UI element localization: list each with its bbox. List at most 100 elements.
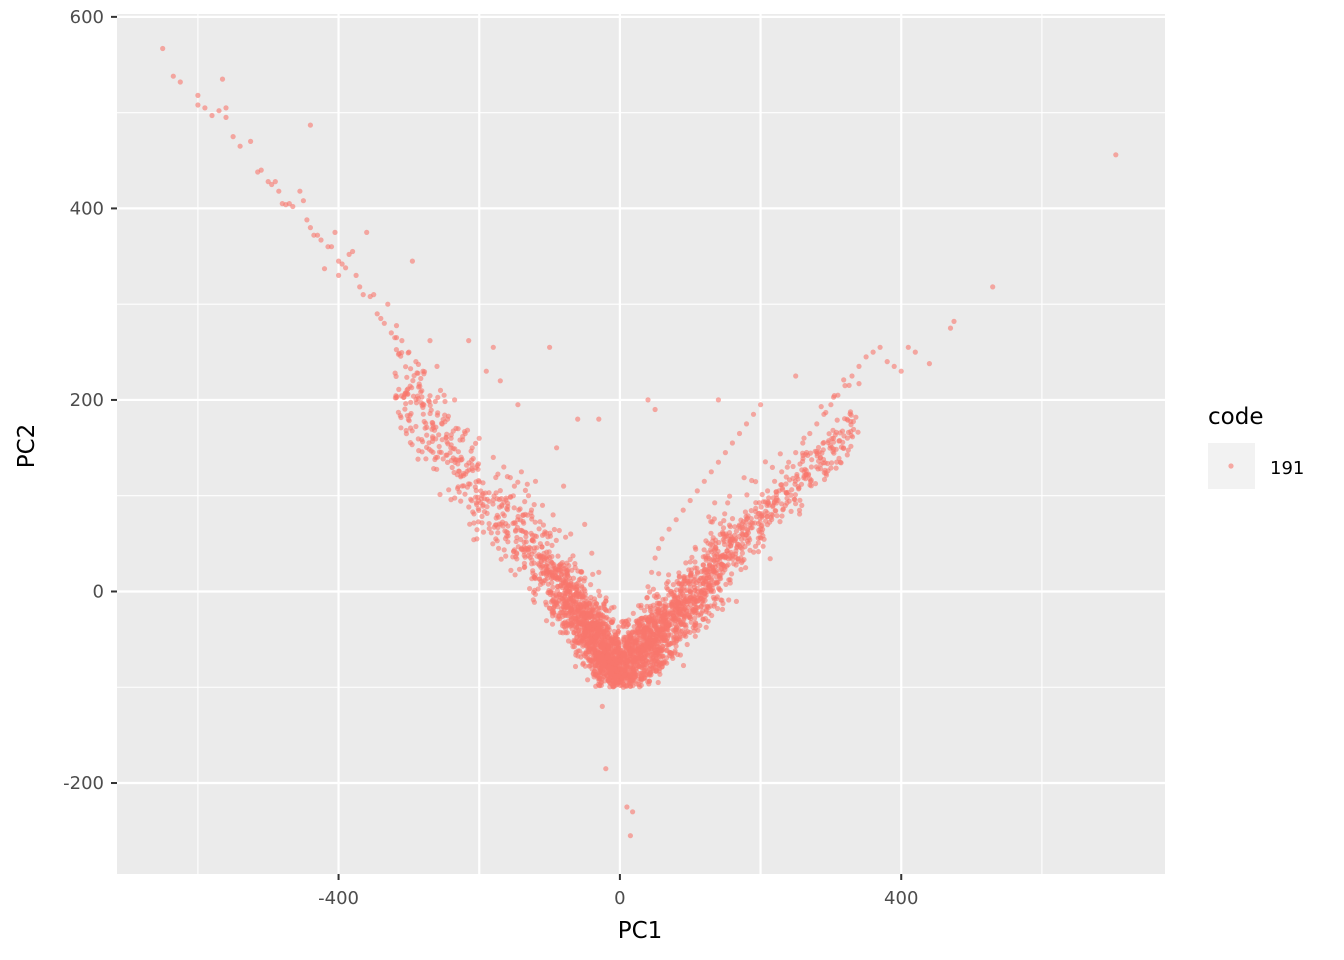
data-point <box>748 508 754 514</box>
data-point <box>825 460 831 467</box>
data-point <box>799 502 805 508</box>
data-point <box>444 459 451 465</box>
data-point <box>809 457 815 463</box>
data-point <box>827 445 833 451</box>
data-point <box>656 545 662 552</box>
data-point <box>486 521 492 527</box>
data-point <box>807 482 813 488</box>
data-point <box>665 579 671 585</box>
data-point <box>693 625 699 631</box>
data-point <box>717 521 724 527</box>
data-point <box>539 544 545 550</box>
data-point <box>532 533 538 539</box>
data-point <box>645 397 651 403</box>
data-point <box>733 598 740 605</box>
data-point <box>1113 152 1119 158</box>
data-point <box>393 323 400 329</box>
data-point <box>762 499 768 505</box>
data-point <box>723 581 729 588</box>
data-point <box>712 601 718 607</box>
data-point <box>774 495 780 501</box>
legend-title: code <box>1208 404 1263 430</box>
data-point <box>486 525 492 532</box>
data-point <box>595 632 601 638</box>
data-point <box>739 531 745 537</box>
data-point <box>830 439 837 445</box>
data-point <box>698 569 704 575</box>
data-point <box>647 589 653 595</box>
data-point <box>592 621 598 627</box>
data-point <box>606 641 612 647</box>
data-point <box>664 626 670 632</box>
data-point <box>507 494 514 500</box>
data-point <box>609 605 615 611</box>
data-point <box>550 584 556 590</box>
data-point <box>415 456 421 462</box>
data-point <box>717 531 723 538</box>
data-point <box>556 527 562 534</box>
data-point <box>434 363 440 369</box>
data-point <box>434 454 441 460</box>
data-point <box>951 318 957 324</box>
data-point <box>160 45 166 52</box>
data-point <box>793 450 799 456</box>
data-point <box>659 625 665 631</box>
data-point <box>549 621 556 627</box>
data-point <box>606 624 612 630</box>
data-point <box>592 639 598 645</box>
y-tick-label: 200 <box>70 390 104 411</box>
data-point <box>706 561 713 567</box>
data-point <box>406 418 412 424</box>
data-point <box>464 427 471 433</box>
data-point <box>813 464 820 470</box>
data-point <box>385 301 391 307</box>
data-point <box>498 556 504 562</box>
data-point <box>515 513 521 520</box>
data-point <box>848 412 854 418</box>
data-point <box>765 488 771 494</box>
data-point <box>522 564 528 570</box>
data-point <box>534 553 540 559</box>
data-point <box>712 500 718 506</box>
data-point <box>459 483 465 489</box>
data-point <box>595 627 601 634</box>
data-point <box>783 474 789 480</box>
data-point <box>803 467 809 474</box>
data-point <box>662 603 668 610</box>
data-point <box>777 519 783 525</box>
data-point <box>413 423 419 430</box>
data-point <box>788 508 794 514</box>
data-point <box>624 804 630 810</box>
data-point <box>688 619 694 625</box>
data-point <box>237 143 243 149</box>
data-point <box>524 481 530 487</box>
data-point <box>644 594 650 601</box>
data-point <box>708 603 714 609</box>
data-point <box>479 513 485 520</box>
data-point <box>574 634 580 640</box>
data-point <box>828 402 834 408</box>
data-point <box>462 491 468 497</box>
data-point <box>713 574 719 580</box>
data-point <box>486 498 492 504</box>
data-point <box>442 412 448 418</box>
data-point <box>586 656 592 662</box>
data-point <box>644 660 651 666</box>
data-point <box>353 272 359 278</box>
data-point <box>623 643 629 649</box>
data-point <box>647 671 653 677</box>
y-tick-label: -200 <box>63 773 104 794</box>
data-point <box>475 506 481 512</box>
data-point <box>560 604 566 610</box>
data-point <box>721 518 727 524</box>
data-point <box>821 476 828 483</box>
data-point <box>826 431 832 437</box>
data-point <box>616 624 622 630</box>
data-point <box>490 344 496 350</box>
data-point <box>838 444 845 450</box>
data-point <box>219 76 226 82</box>
data-point <box>448 432 454 438</box>
data-point <box>760 533 766 539</box>
data-point <box>423 456 429 462</box>
data-point <box>720 525 727 531</box>
